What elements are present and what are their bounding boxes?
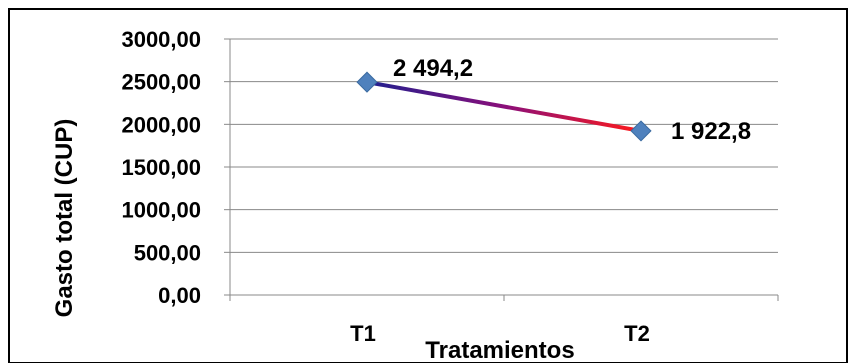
x-tick-labels: T1 T2 — [350, 321, 650, 346]
gridlines — [224, 38, 778, 296]
chart-border — [8, 8, 848, 363]
y-tick-label: 0,00 — [158, 283, 201, 308]
y-tick-label: 1500,00 — [121, 155, 201, 180]
x-axis-title: Tratamientos — [425, 337, 574, 363]
y-tick-label: 500,00 — [134, 240, 201, 265]
series-line — [365, 80, 643, 133]
data-point-marker — [356, 71, 378, 93]
data-label: 2 494,2 — [393, 55, 473, 82]
x-tick-label: T1 — [350, 321, 376, 346]
y-tick-label: 1000,00 — [121, 198, 201, 223]
data-point-marker — [630, 120, 652, 142]
y-tick-label: 3000,00 — [121, 27, 201, 52]
y-tick-label: 2500,00 — [121, 70, 201, 95]
y-axis-title: Gasto total (CUP) — [51, 119, 78, 318]
x-tick-label: T2 — [624, 321, 650, 346]
data-label: 1 922,8 — [671, 118, 751, 145]
data-labels: 2 494,2 1 922,8 — [393, 55, 751, 145]
axes — [229, 39, 779, 301]
y-tick-label: 2000,00 — [121, 112, 201, 137]
y-tick-labels: 0,00 500,00 1000,00 1500,00 2000,00 2500,00 30… — [121, 27, 201, 308]
series-line — [356, 71, 652, 142]
